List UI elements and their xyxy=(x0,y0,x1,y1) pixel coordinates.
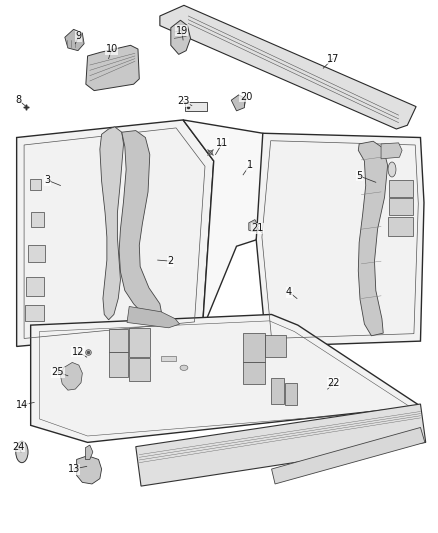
Bar xyxy=(271,378,284,404)
Text: 1: 1 xyxy=(247,160,253,170)
Polygon shape xyxy=(127,306,180,328)
Text: 13: 13 xyxy=(67,464,80,474)
Bar xyxy=(30,179,41,190)
Text: 8: 8 xyxy=(15,95,21,105)
Bar xyxy=(31,212,44,227)
Polygon shape xyxy=(256,133,424,346)
Bar xyxy=(185,102,207,111)
Bar xyxy=(265,335,286,357)
Text: 12: 12 xyxy=(72,347,84,357)
Text: 23: 23 xyxy=(177,96,189,106)
Bar xyxy=(28,245,45,262)
Polygon shape xyxy=(358,141,388,336)
Text: 14: 14 xyxy=(16,400,28,410)
Ellipse shape xyxy=(16,441,28,463)
Polygon shape xyxy=(100,127,124,320)
Text: 5: 5 xyxy=(356,171,362,181)
Polygon shape xyxy=(86,45,139,91)
Polygon shape xyxy=(231,95,245,111)
Bar xyxy=(285,383,297,405)
Polygon shape xyxy=(60,362,82,390)
Polygon shape xyxy=(31,314,420,442)
Polygon shape xyxy=(381,143,402,159)
Bar xyxy=(129,328,150,357)
Bar xyxy=(129,358,150,381)
Text: 20: 20 xyxy=(240,92,252,102)
Polygon shape xyxy=(119,131,162,320)
Text: 17: 17 xyxy=(327,54,339,63)
Text: 4: 4 xyxy=(286,287,292,297)
Ellipse shape xyxy=(180,365,188,370)
Text: 11: 11 xyxy=(216,138,229,148)
Polygon shape xyxy=(183,120,272,329)
Ellipse shape xyxy=(388,162,396,177)
Bar xyxy=(25,305,44,321)
Text: 19: 19 xyxy=(176,26,188,36)
Polygon shape xyxy=(171,20,191,54)
Text: 25: 25 xyxy=(52,367,64,377)
Polygon shape xyxy=(161,356,176,361)
Text: 2: 2 xyxy=(168,256,174,266)
Text: 3: 3 xyxy=(44,175,50,185)
Text: 9: 9 xyxy=(76,31,82,41)
Polygon shape xyxy=(17,120,214,346)
Text: 10: 10 xyxy=(106,44,118,54)
Bar xyxy=(389,180,413,197)
Polygon shape xyxy=(77,456,102,484)
Text: 24: 24 xyxy=(12,442,25,451)
Polygon shape xyxy=(272,427,425,484)
Bar xyxy=(109,329,128,352)
Bar xyxy=(243,362,265,384)
Text: 22: 22 xyxy=(328,378,340,387)
Bar xyxy=(243,333,265,362)
Bar xyxy=(389,198,413,215)
Text: 21: 21 xyxy=(251,223,264,233)
Bar xyxy=(26,277,44,296)
Bar xyxy=(388,217,413,236)
Polygon shape xyxy=(85,445,93,459)
Bar xyxy=(109,352,128,377)
Polygon shape xyxy=(249,220,258,232)
Polygon shape xyxy=(65,29,84,51)
Polygon shape xyxy=(136,404,426,486)
Polygon shape xyxy=(160,5,416,129)
